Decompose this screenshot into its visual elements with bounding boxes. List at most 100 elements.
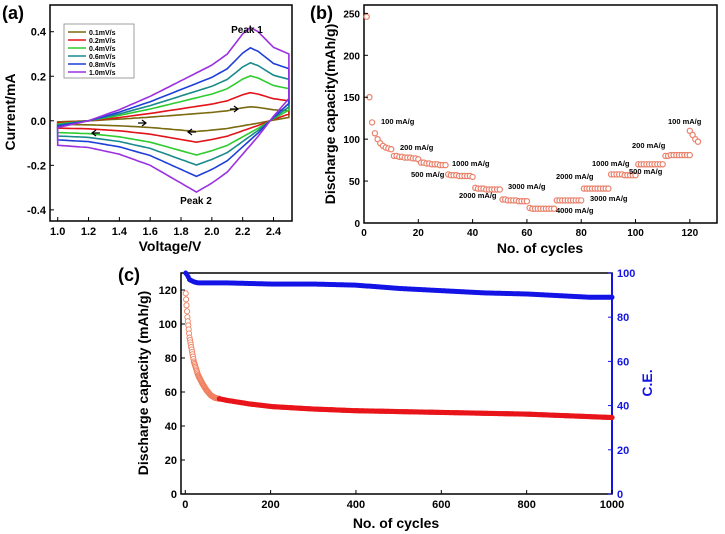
legend-label: 1.0mV/s xyxy=(89,70,116,77)
panel-b-ylabel: Discharge capacity(mAh/g) xyxy=(322,24,338,205)
x-tick-label: 100 xyxy=(627,228,644,239)
cv-curve-0.4mV/s xyxy=(56,75,290,156)
x-tick-label: 2.0 xyxy=(204,226,219,238)
x-tick-label: 200 xyxy=(261,499,279,511)
y-tick-label: 150 xyxy=(343,93,360,104)
arrow-left-icon xyxy=(187,128,196,136)
y-tick-label: 60 xyxy=(165,387,177,399)
y2-tick-label: 100 xyxy=(617,268,635,280)
panel-c: (c) 0 200 400 600 800 10000204060801001200204… xyxy=(118,265,655,531)
panel-a-plot-area xyxy=(56,26,290,194)
arrow-right-icon xyxy=(138,119,147,127)
x-tick-label: 20 xyxy=(413,228,425,239)
x-tick-label: 80 xyxy=(576,228,588,239)
y-tick-label: 0 xyxy=(354,219,360,230)
cv-curve-1.0mV/s xyxy=(56,26,290,194)
x-tick-label: 40 xyxy=(467,228,479,239)
capacity-data-point xyxy=(182,290,189,297)
legend-label: 0.1mV/s xyxy=(89,30,116,37)
x-tick-label: 1.4 xyxy=(112,226,128,238)
x-tick-label: 120 xyxy=(682,228,699,239)
legend-label: 0.8mV/s xyxy=(89,62,116,69)
rate-label: 500 mA/g xyxy=(629,167,663,176)
panel-b-label: (b) xyxy=(310,3,333,23)
rate-data-point xyxy=(368,119,376,126)
panel-c-y2label: C.E. xyxy=(639,369,655,396)
rate-data-point xyxy=(686,127,694,134)
y-tick-label: 80 xyxy=(165,353,177,365)
rate-label: 200 mA/g xyxy=(632,141,666,150)
rate-label: 3000 mA/g xyxy=(508,182,546,191)
panel-a-ticks: 1.0 1.2 1.4 1.6 1.8 2.0 2.2 2.4 -0.4 -0.2 0.0 0.2 0.… xyxy=(27,27,282,238)
legend-label: 0.2mV/s xyxy=(89,38,116,45)
peak-1-annotation: Peak 1 xyxy=(231,25,263,36)
panel-a-frame xyxy=(49,4,293,222)
x-tick-label: 0 xyxy=(182,499,188,511)
panel-c-frame xyxy=(180,272,613,495)
rate-data-point xyxy=(496,186,503,193)
y-tick-label: 50 xyxy=(349,177,361,188)
y-tick-label: -0.2 xyxy=(27,160,46,172)
y2-tick-label: 40 xyxy=(617,401,629,413)
panel-a-ylabel: Current/mA xyxy=(2,73,18,150)
rate-data-point xyxy=(632,171,639,179)
rate-label: 100 mA/g xyxy=(381,117,415,126)
x-tick-label: 1000 xyxy=(600,499,624,511)
rate-label: 1000 mA/g xyxy=(592,159,630,168)
x-tick-label: 1.0 xyxy=(50,226,65,238)
legend-label: 0.6mV/s xyxy=(89,54,116,61)
rate-data-point xyxy=(550,205,558,212)
y-tick-label: 100 xyxy=(343,135,360,146)
rate-data-point xyxy=(578,197,585,204)
y-tick-label: 0.4 xyxy=(31,27,47,39)
cv-curve-0.2mV/s xyxy=(56,91,290,144)
capacity-data-point xyxy=(183,308,191,315)
rate-label: 500 mA/g xyxy=(411,170,445,179)
y-tick-label: 250 xyxy=(343,9,360,20)
y-tick-label: 40 xyxy=(165,421,177,433)
y2-tick-label: 80 xyxy=(617,312,629,324)
x-tick-label: 1.6 xyxy=(143,226,158,238)
rate-label: 2000 mA/g xyxy=(459,191,497,200)
panel-a-label: (a) xyxy=(2,3,24,23)
y-tick-label: 200 xyxy=(343,51,360,62)
y-tick-label: 0 xyxy=(171,489,177,501)
capacity-data-point xyxy=(183,302,190,309)
panel-b-ticks: 0 20 40 60 80 100 120 0 50 100 150 200 250 xyxy=(343,9,698,239)
panel-c-plot-area xyxy=(182,270,615,421)
x-tick-label: 1.8 xyxy=(173,226,188,238)
x-tick-label: 800 xyxy=(517,499,535,511)
panel-c-ticks: 0 200 400 600 800 100002040608010012002040608… xyxy=(159,268,636,511)
cv-curve-0.8mV/s xyxy=(56,46,290,178)
panel-b-xlabel: No. of cycles xyxy=(497,240,584,256)
y2-tick-label: 20 xyxy=(617,445,629,457)
rate-label: 100 mA/g xyxy=(668,117,702,126)
panel-b-frame xyxy=(363,4,718,224)
y-tick-label: 0.2 xyxy=(31,71,46,83)
peak-2-annotation: Peak 2 xyxy=(180,196,212,207)
x-tick-label: 600 xyxy=(432,499,450,511)
panel-c-ylabel: Discharge capacity (mAh/g) xyxy=(135,291,151,475)
panel-b: (b) 0 20 40 60 80 100 120 0 50 100 150 200 250 100 m… xyxy=(310,3,718,256)
x-tick-label: 2.2 xyxy=(235,226,250,238)
y-tick-label: 0.0 xyxy=(31,116,46,128)
rate-label: 3000 mA/g xyxy=(590,194,628,203)
cv-curve-0.1mV/s xyxy=(56,105,290,133)
rate-data-point xyxy=(523,197,531,205)
panel-a: (a) 1.0 1.2 1.4 1.6 1.8 2.0 2.2 2.4 -0.4 -0.2 0.0 0… xyxy=(2,3,293,254)
x-tick-label: 400 xyxy=(347,499,365,511)
rate-data-point xyxy=(469,173,476,181)
y-tick-label: 100 xyxy=(159,319,177,331)
arrow-left-icon xyxy=(91,129,100,137)
y-tick-label: -0.4 xyxy=(27,205,47,217)
panel-c-label: (c) xyxy=(118,265,140,285)
rate-label: 4000 mA/g xyxy=(556,206,594,215)
x-tick-label: 1.2 xyxy=(81,226,96,238)
rate-data-point xyxy=(659,161,666,168)
x-tick-label: 2.4 xyxy=(266,226,282,238)
panel-a-xlabel: Voltage/V xyxy=(139,238,202,254)
rate-label: 2000 mA/g xyxy=(556,172,594,181)
rate-label: 1000 mA/g xyxy=(452,159,490,168)
